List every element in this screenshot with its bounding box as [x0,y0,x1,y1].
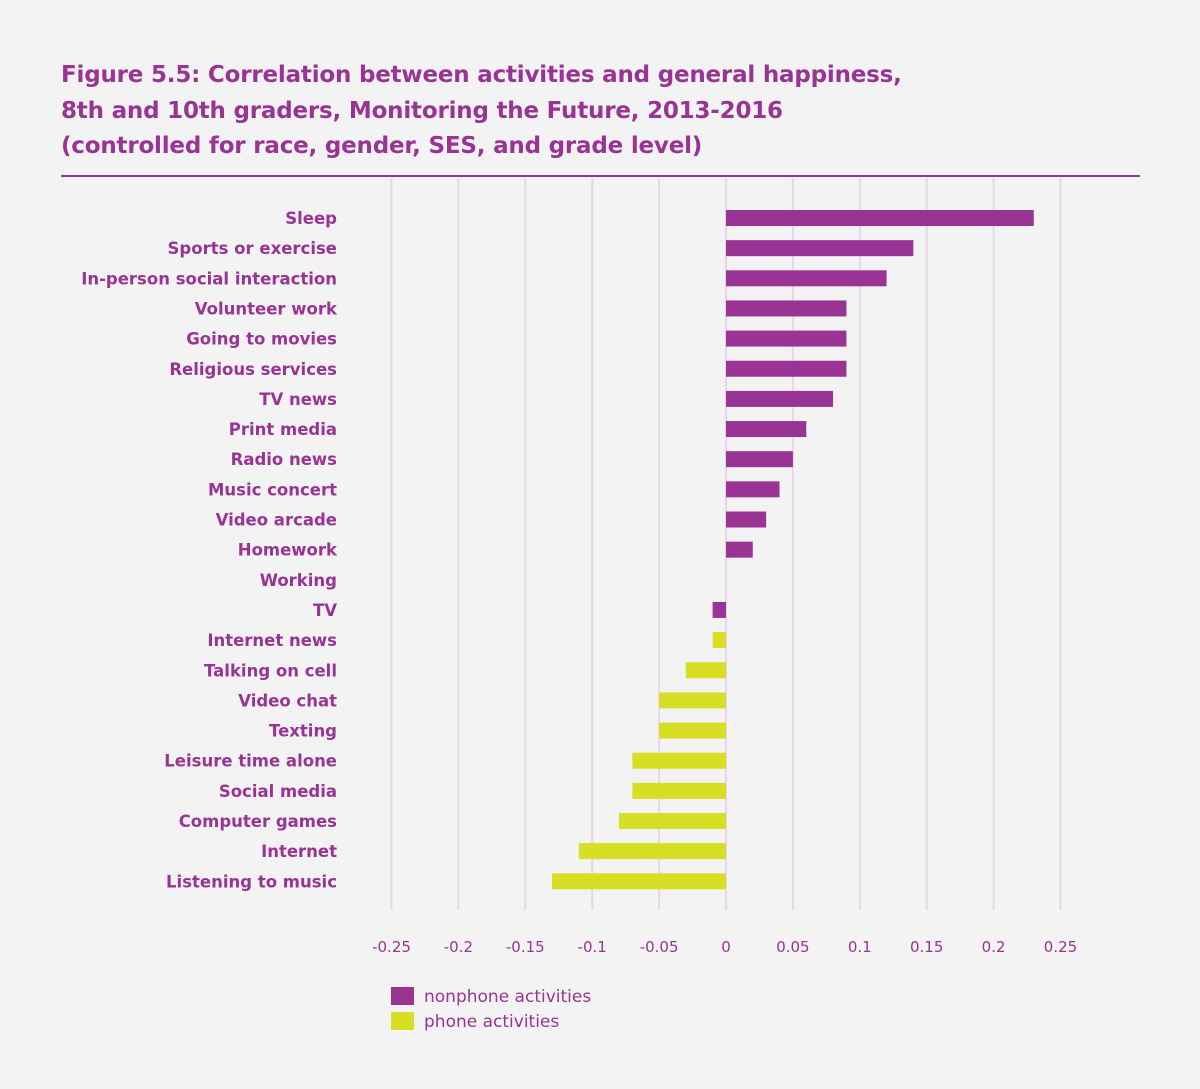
bar-phone [578,843,726,860]
x-tick-label: 0.1 [848,938,872,956]
x-tick-label: 0.05 [776,938,809,956]
x-tick-label: 0.15 [910,938,943,956]
bar-phone [552,873,726,890]
bar-nonphone [726,210,1034,226]
legend-label-nonphone: nonphone activities [424,987,591,1007]
x-tick-label: -0.2 [444,938,473,956]
bar-phone [712,632,726,649]
category-label: Talking on cell [204,661,337,680]
category-label: Music concert [208,480,337,499]
bar-nonphone [726,390,834,407]
category-label: Internet [261,842,337,861]
bar-nonphone [726,481,780,498]
category-label: Print media [229,420,337,439]
category-label: Sports or exercise [168,239,337,258]
bar-phone [618,813,726,829]
bar-nonphone [726,541,753,558]
title-divider [61,175,1140,177]
category-label: Computer games [179,812,337,831]
bar-phone [659,692,726,709]
bar-phone [659,722,726,739]
category-label: Going to movies [186,330,337,349]
x-tick-label: 0.25 [1044,938,1077,956]
x-tick-label: -0.05 [640,938,679,956]
category-label: Radio news [231,450,338,469]
category-label: Texting [269,722,337,741]
x-tick-label: -0.15 [506,938,545,956]
legend-label-phone: phone activities [424,1012,559,1032]
x-tick-label: -0.25 [372,938,411,956]
title-line-2: 8th and 10th graders, Monitoring the Fut… [61,97,783,124]
category-label: Homework [238,541,338,560]
title-line-3: (controlled for race, gender, SES, and g… [61,133,703,159]
bar-nonphone [712,601,726,618]
bar-phone [632,752,726,769]
bar-nonphone [726,421,807,438]
bar-phone [685,662,726,679]
category-label: Sleep [285,209,337,228]
title-line-1: Figure 5.5: Correlation between activiti… [61,62,902,88]
category-label: TV [313,601,337,620]
category-label: Social media [219,782,337,801]
bar-nonphone [726,330,847,347]
category-label: TV news [259,390,337,409]
category-label: Video arcade [216,511,337,530]
category-label: Internet news [207,631,337,650]
bar-phone [632,782,726,799]
bar-nonphone [726,270,887,287]
bar-nonphone [726,360,847,377]
bar-nonphone [726,240,914,257]
category-label: Listening to music [166,872,337,891]
x-tick-label: 0.2 [982,938,1006,956]
category-label: Religious services [169,360,337,379]
category-label: Video chat [238,691,337,710]
legend-swatch-nonphone [391,987,414,1005]
bar-nonphone [726,300,847,317]
category-label: Leisure time alone [164,752,337,771]
chart-title: Figure 5.5: Correlation between activiti… [61,58,902,165]
bar-nonphone [726,451,793,468]
category-label: Volunteer work [195,299,338,318]
bar-nonphone [726,511,767,528]
category-label: In-person social interaction [81,269,337,288]
legend-swatch-phone [391,1012,414,1030]
x-tick-label: 0 [721,938,731,956]
category-label: Working [260,571,337,590]
x-tick-label: -0.1 [578,938,607,956]
